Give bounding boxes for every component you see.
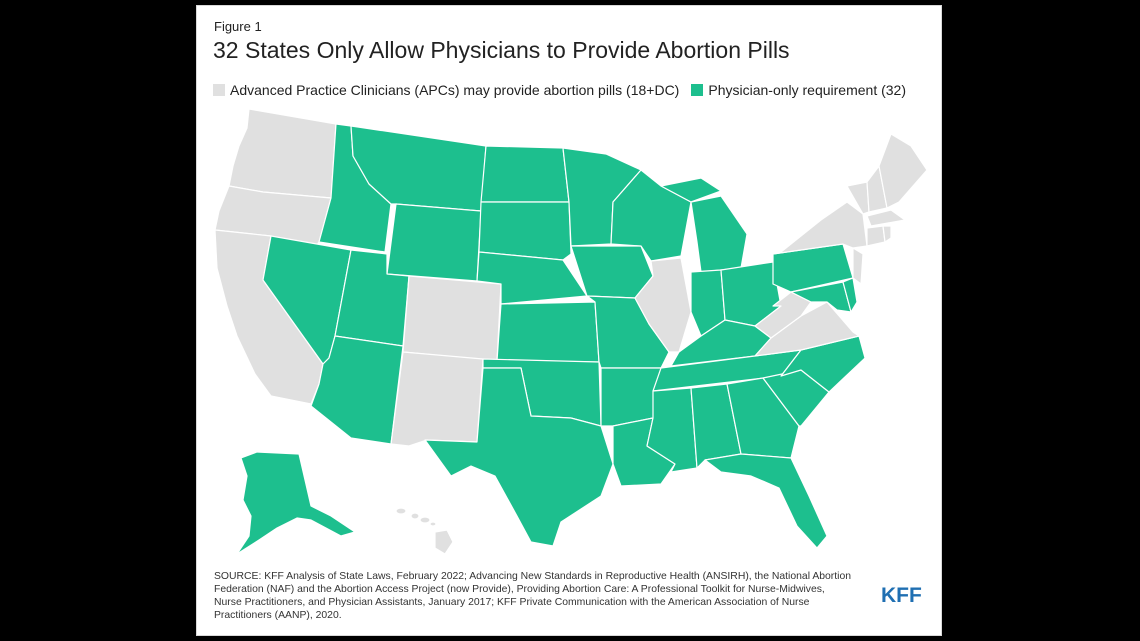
state-nm: [390, 351, 484, 447]
state-ny: [772, 201, 868, 255]
legend-item-apc: Advanced Practice Clinicians (APCs) may …: [213, 82, 679, 98]
state-hi: [395, 507, 454, 555]
us-state-map: [214, 108, 928, 555]
state-nd: [480, 145, 570, 203]
state-me: [878, 133, 928, 209]
state-mi: [690, 195, 748, 273]
legend: Advanced Practice Clinicians (APCs) may …: [213, 82, 912, 98]
green-square-icon: [691, 84, 704, 96]
state-ga: [726, 377, 800, 459]
state-fl: [704, 453, 828, 549]
state-ma: [866, 209, 906, 227]
state-nj: [852, 247, 864, 285]
state-mi-up: [660, 177, 722, 203]
state-tx: [424, 367, 614, 547]
legend-label-physician-only: Physician-only requirement (32): [708, 82, 906, 98]
state-il: [634, 257, 692, 353]
state-ak: [236, 451, 356, 555]
legend-label-apc: Advanced Practice Clinicians (APCs) may …: [230, 82, 680, 98]
figure-card: Figure 1 32 States Only Allow Physicians…: [196, 5, 942, 636]
figure-label: Figure 1: [214, 19, 262, 34]
state-co: [402, 275, 502, 362]
state-wa: [228, 108, 337, 199]
kff-logo: KFF: [881, 584, 922, 607]
state-ri: [882, 225, 892, 243]
legend-item-physician-only: Physician-only requirement (32): [691, 82, 906, 98]
figure-title: 32 States Only Allow Physicians to Provi…: [213, 37, 790, 63]
state-wy: [386, 203, 482, 282]
state-de: [842, 277, 858, 313]
state-wi: [610, 169, 692, 262]
state-ar: [600, 367, 662, 427]
light-gray-square-icon: [213, 84, 225, 96]
source-note: SOURCE: KFF Analysis of State Laws, Febr…: [214, 571, 852, 621]
state-ks: [496, 301, 600, 363]
state-ct: [866, 225, 886, 247]
state-sd: [478, 201, 572, 261]
